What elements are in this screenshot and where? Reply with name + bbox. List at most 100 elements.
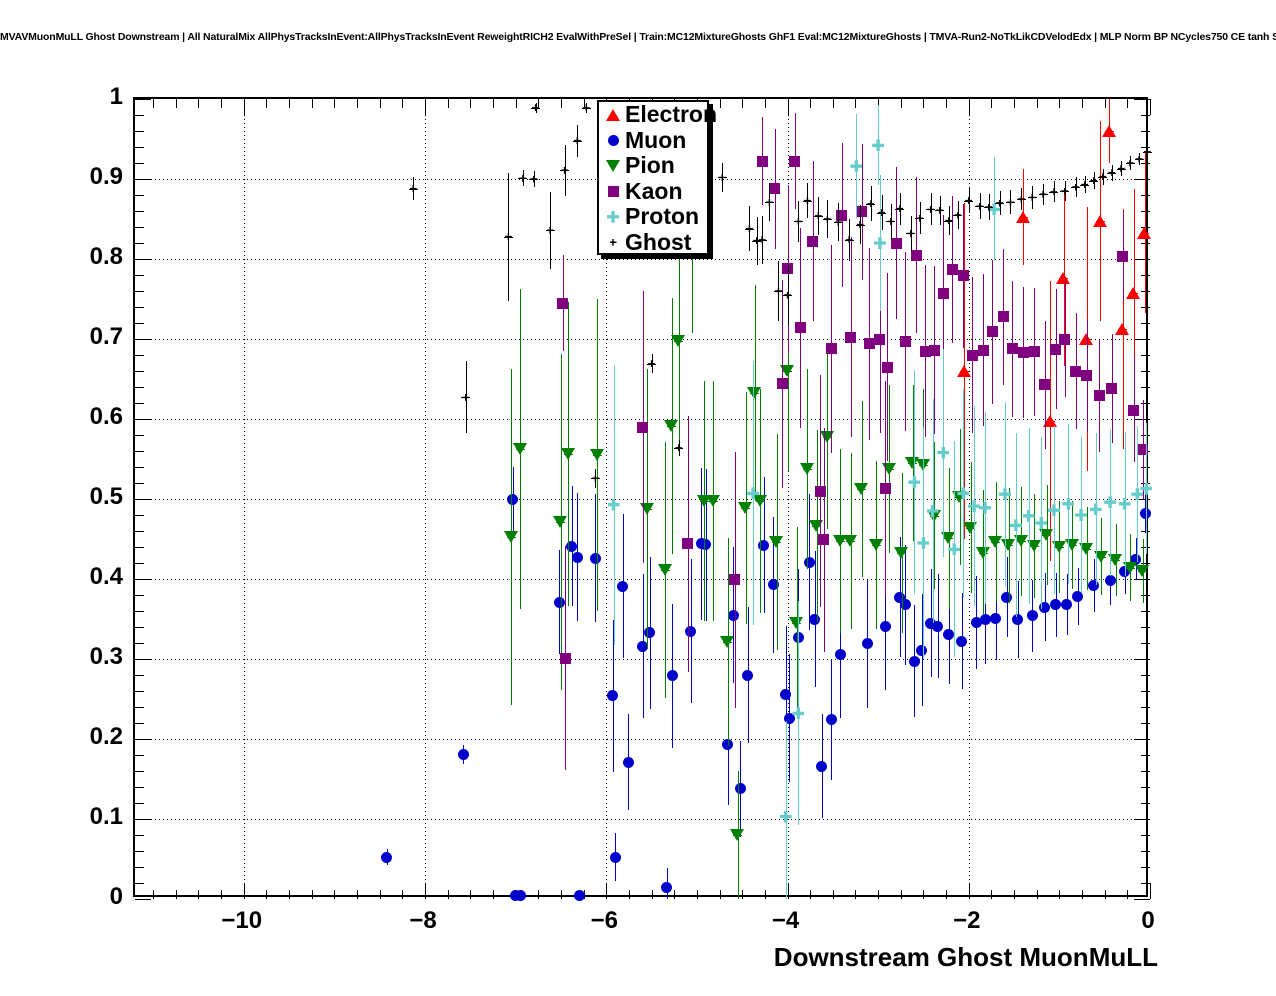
axis-tick [1134, 179, 1150, 180]
axis-tick [198, 890, 200, 899]
axis-tick [1134, 579, 1150, 580]
axis-tick [135, 211, 144, 212]
circle-icon [970, 616, 982, 628]
square-icon [557, 297, 569, 309]
y-tick-label: 0.1 [89, 803, 123, 830]
circle-icon [1026, 610, 1038, 622]
circle-icon [990, 612, 1002, 624]
grid-line [243, 99, 245, 899]
axis-tick [221, 99, 223, 108]
axis-tick [1134, 259, 1150, 260]
axis-tick [289, 890, 291, 899]
x-tick-label: −6 [590, 907, 618, 934]
axis-tick [1141, 355, 1150, 356]
legend[interactable]: Electron Muon Pion Kaon Proton Ghost [597, 100, 717, 256]
dot-icon [765, 198, 773, 206]
circle-icon [908, 655, 920, 667]
circle-icon [553, 596, 565, 608]
square-icon [814, 485, 826, 497]
y-tick-label: 0.4 [89, 563, 123, 590]
axis-tick [968, 99, 970, 115]
axis-tick [1082, 99, 1084, 108]
legend-label: Proton [625, 203, 700, 230]
circle-icon [1072, 591, 1083, 603]
legend-item-ghost[interactable]: Ghost [599, 230, 707, 256]
axis-tick [135, 259, 151, 260]
x-tick-label: −8 [409, 907, 437, 934]
axis-tick [1141, 595, 1150, 596]
square-icon [910, 249, 922, 261]
dot-icon [1039, 190, 1047, 198]
triangle-down-icon [730, 829, 745, 841]
axis-tick [135, 771, 144, 772]
square-icon [769, 183, 781, 195]
axis-tick [175, 99, 177, 108]
legend-item-muon[interactable]: Muon [599, 128, 707, 154]
axis-tick [175, 890, 177, 899]
circle-icon [932, 620, 944, 632]
circle-icon [916, 644, 928, 656]
axis-tick [135, 819, 151, 820]
triangle-down-icon [1122, 561, 1137, 574]
triangle-down-icon [809, 520, 824, 533]
circle-icon [767, 579, 779, 591]
axis-tick [135, 531, 144, 532]
axis-tick [1141, 707, 1150, 708]
dot-icon [907, 229, 915, 237]
triangle-down-icon [854, 482, 869, 495]
dot-icon [1050, 188, 1058, 196]
square-icon [637, 421, 648, 433]
legend-item-kaon[interactable]: Kaon [599, 179, 707, 205]
axis-tick [923, 99, 925, 108]
axis-tick [1141, 771, 1150, 772]
axis-tick [855, 99, 857, 108]
axis-tick [311, 99, 313, 108]
square-icon [1128, 404, 1140, 416]
circle-icon [816, 760, 828, 772]
dot-icon [1126, 159, 1134, 167]
square-icon [1017, 347, 1029, 359]
triangle-down-icon [832, 535, 847, 548]
circle-icon [956, 635, 967, 647]
axis-tick [447, 890, 449, 899]
circle-icon [457, 748, 469, 760]
axis-tick [135, 627, 144, 628]
series-kaon [135, 99, 1149, 895]
circle-icon [571, 551, 583, 563]
axis-tick [135, 835, 144, 836]
square-icon [874, 333, 886, 345]
axis-tick [135, 419, 151, 420]
axis-tick [1141, 675, 1150, 676]
legend-item-pion[interactable]: Pion [599, 153, 707, 179]
axis-tick [1134, 739, 1150, 740]
square-icon [1039, 379, 1051, 391]
series-ghost [135, 99, 1152, 895]
dot-icon [945, 217, 953, 225]
legend-item-proton[interactable]: Proton [599, 204, 707, 230]
circle-icon [1012, 614, 1024, 626]
legend-item-electron[interactable]: Electron [599, 102, 717, 128]
triangle-down-icon [868, 538, 883, 551]
axis-tick [135, 467, 144, 468]
circle-icon [925, 617, 937, 629]
axis-tick [1134, 499, 1150, 500]
axis-tick [402, 99, 404, 108]
triangle-down-icon [915, 459, 930, 472]
axis-tick [764, 99, 766, 108]
dot-icon [462, 393, 470, 401]
axis-tick [135, 99, 151, 100]
axis-tick [135, 579, 151, 580]
axis-tick [900, 890, 902, 899]
axis-tick [135, 323, 144, 324]
dot-icon [1117, 165, 1125, 173]
triangle-down-icon [819, 430, 834, 443]
square-icon [863, 338, 875, 350]
dot-icon [675, 444, 683, 452]
axis-tick [878, 99, 880, 108]
axis-tick [1141, 387, 1150, 388]
circle-icon [700, 539, 712, 551]
circle-icon [825, 714, 837, 726]
dot-icon [1108, 169, 1116, 177]
axis-tick [1127, 890, 1129, 899]
cross-icon [607, 210, 619, 223]
